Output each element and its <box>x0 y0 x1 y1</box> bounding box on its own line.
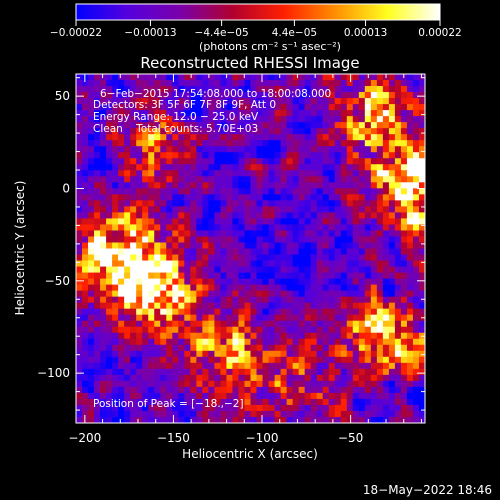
x-axis: −200 −150 −100 −50 <box>68 74 422 445</box>
y-tick-label: −50 <box>45 274 70 288</box>
footer-timestamp: 18−May−2022 18:46 <box>363 483 492 497</box>
x-tick-label: −150 <box>157 431 190 445</box>
annotation-detectors: Detectors: 3F 5F 6F 7F 8F 9F, Att 0 <box>93 99 276 111</box>
y-tick-label: 0 <box>62 181 70 195</box>
annotation-clean-counts: Clean Total counts: 5.70E+03 <box>93 123 258 135</box>
annotation-time-range: 6−Feb−2015 17:54:08.000 to 18:00:08.000 <box>100 88 331 100</box>
colorbar-tick-label: −0.00013 <box>124 27 176 39</box>
heatmap-image <box>76 74 425 423</box>
colorbar-tick-label: 4.4e−05 <box>272 27 317 39</box>
x-tick-label: −200 <box>68 431 101 445</box>
annotation-peak-position: Position of Peak = [−18.,−2] <box>93 398 244 410</box>
colorbar-tick-label: 0.00022 <box>418 27 461 39</box>
y-axis-label: Heliocentric Y (arcsec) <box>13 181 27 316</box>
colorbar-tick-label: −4.4e−05 <box>195 27 249 39</box>
chart-title: Reconstructed RHESSI Image <box>140 54 359 72</box>
colorbar <box>75 3 441 21</box>
annotation-energy-range: Energy Range: 12.0 − 25.0 keV <box>93 111 259 123</box>
plot-frame <box>75 73 426 424</box>
colorbar-tick-label: −0.00022 <box>50 27 102 39</box>
x-tick-label: −50 <box>338 431 363 445</box>
y-tick-label: −100 <box>37 366 70 380</box>
colorbar-unit-label: (photons cm⁻² s⁻¹ asec⁻²) <box>199 40 341 53</box>
x-axis-label: Heliocentric X (arcsec) <box>182 447 318 461</box>
x-tick-label: −100 <box>246 431 279 445</box>
y-tick-label: 50 <box>55 89 70 103</box>
colorbar-tick-label: 0.00013 <box>344 27 387 39</box>
y-axis: 50 0 −50 −100 <box>37 77 425 411</box>
colorbar-ticks: −0.00022 −0.00013 −4.4e−05 4.4e−05 0.00013 0.… <box>50 20 462 39</box>
